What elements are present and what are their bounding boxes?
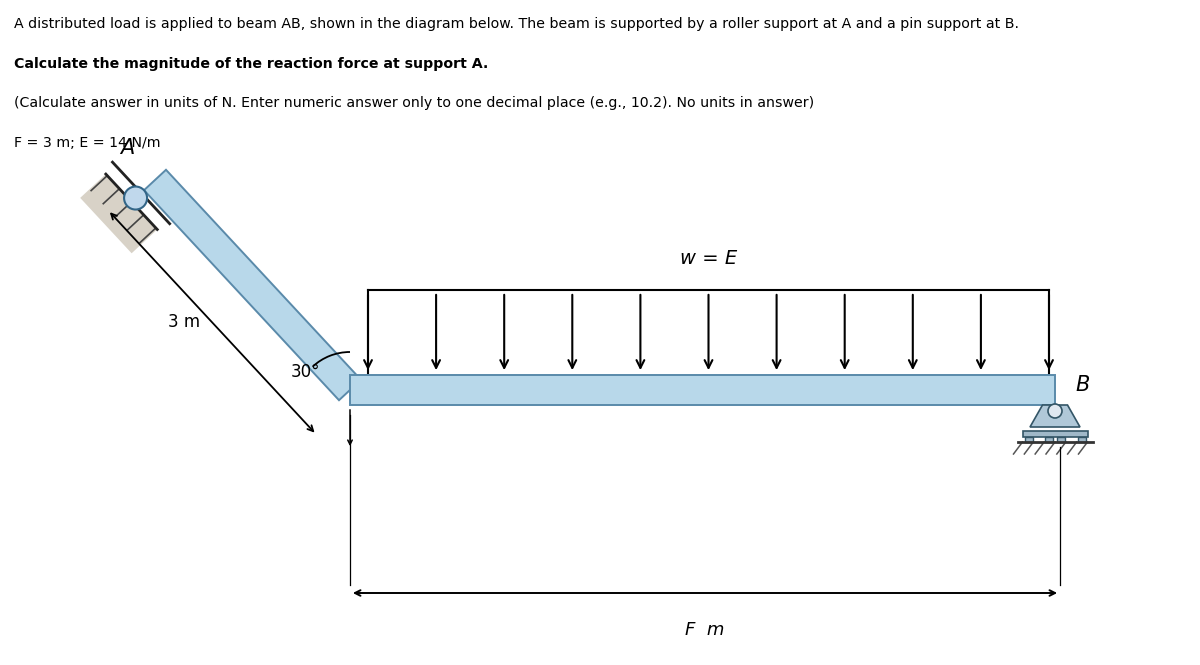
Text: 3 m: 3 m: [168, 313, 200, 331]
Text: w = E: w = E: [680, 249, 737, 268]
Bar: [1045, 437, 1054, 442]
Text: (Calculate answer in units of N. Enter numeric answer only to one decimal place : (Calculate answer in units of N. Enter n…: [14, 96, 815, 110]
Text: A distributed load is applied to beam AB, shown in the diagram below. The beam i: A distributed load is applied to beam AB…: [14, 17, 1020, 31]
Polygon shape: [350, 375, 1055, 405]
Bar: [1022, 431, 1087, 437]
Text: B: B: [1076, 375, 1090, 395]
Text: 30°: 30°: [290, 363, 319, 381]
Circle shape: [1048, 404, 1062, 418]
Text: Calculate the magnitude of the reaction force at support A.: Calculate the magnitude of the reaction …: [14, 57, 488, 70]
Text: F  m: F m: [685, 621, 725, 639]
Text: F = 3 m; E = 14 N/m: F = 3 m; E = 14 N/m: [14, 136, 161, 150]
Bar: [1078, 437, 1086, 442]
Bar: [1025, 437, 1032, 442]
Polygon shape: [144, 170, 361, 400]
Polygon shape: [1030, 405, 1080, 427]
Bar: [1057, 437, 1066, 442]
Polygon shape: [80, 174, 157, 253]
Text: A: A: [120, 138, 134, 158]
Circle shape: [124, 186, 148, 209]
